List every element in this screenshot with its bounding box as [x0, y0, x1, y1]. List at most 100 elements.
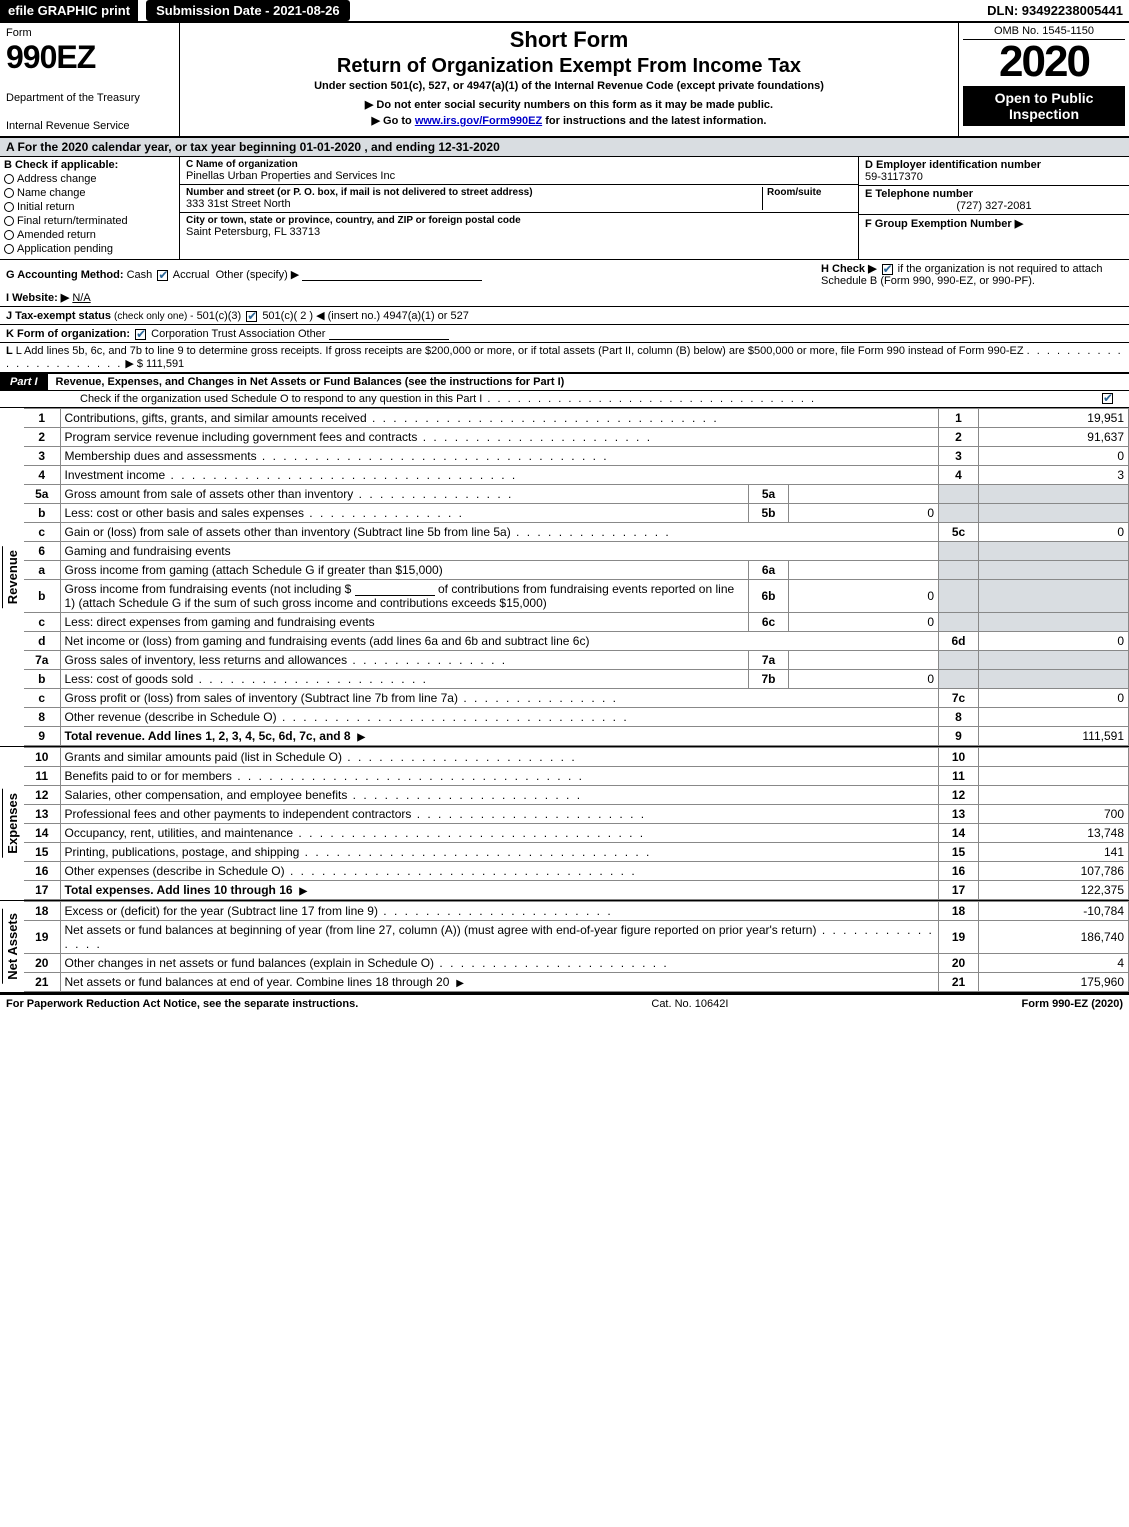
line-i: I Website: ▶ N/A [6, 291, 813, 304]
goto-link[interactable]: www.irs.gov/Form990EZ [415, 115, 542, 127]
k-other-label: Other [298, 328, 326, 340]
city-value: Saint Petersburg, FL 33713 [186, 226, 852, 238]
org-name-label: C Name of organization [186, 159, 852, 170]
line-2: 2 Program service revenue including gove… [24, 428, 1129, 447]
l6b-desc1: Gross income from fundraising events (no… [65, 582, 352, 596]
l5a-desc: Gross amount from sale of assets other t… [65, 487, 514, 501]
dept-irs: Internal Revenue Service [6, 120, 173, 132]
cb-accrual[interactable] [157, 270, 168, 281]
l21-desc: Net assets or fund balances at end of ye… [65, 975, 466, 989]
l15-amount: 141 [979, 843, 1129, 862]
l6c-subval: 0 [789, 613, 939, 632]
k-assoc-label: Association [239, 328, 295, 340]
j-501c3-label: 501(c)(3) [197, 310, 242, 322]
line-a-tax-year: A For the 2020 calendar year, or tax yea… [0, 138, 1129, 157]
g-cash-label: Cash [127, 269, 153, 281]
l14-amount: 13,748 [979, 824, 1129, 843]
line-7b: b Less: cost of goods sold 7b 0 [24, 670, 1129, 689]
cb-name-change[interactable]: Name change [4, 187, 175, 199]
h-label: H Check ▶ [821, 263, 877, 275]
k-other-field[interactable] [329, 327, 449, 340]
line-j: J Tax-exempt status (check only one) - 5… [6, 309, 1123, 322]
l15-desc: Printing, publications, postage, and shi… [65, 845, 652, 859]
l5c-amount: 0 [979, 523, 1129, 542]
page-footer: For Paperwork Reduction Act Notice, see … [0, 993, 1129, 1013]
cb-amended-return[interactable]: Amended return [4, 229, 175, 241]
line-5c: c Gain or (loss) from sale of assets oth… [24, 523, 1129, 542]
l6a-subval [789, 561, 939, 580]
l7a-subval [789, 651, 939, 670]
line-h: H Check ▶ if the organization is not req… [813, 262, 1123, 287]
cb-amended-return-label: Amended return [17, 229, 96, 241]
no-ssn-instruction: ▶ Do not enter social security numbers o… [188, 98, 950, 111]
j-4947-label: 4947(a)(1) or [383, 310, 447, 322]
l-amount: $ 111,591 [137, 358, 184, 370]
return-title: Return of Organization Exempt From Incom… [188, 55, 950, 78]
l6b-contrib-field[interactable] [355, 583, 435, 596]
cb-schedule-b-not-required[interactable] [882, 264, 893, 275]
l12-desc: Salaries, other compensation, and employ… [65, 788, 583, 802]
revenue-side-label: Revenue [2, 546, 22, 608]
line-7c: c Gross profit or (loss) from sales of i… [24, 689, 1129, 708]
dept-treasury: Department of the Treasury [6, 92, 173, 104]
l18-amount: -10,784 [979, 902, 1129, 921]
cb-corporation[interactable] [135, 329, 146, 340]
l5a-subval [789, 485, 939, 504]
cb-final-return-label: Final return/terminated [17, 215, 128, 227]
goto-instruction: ▶ Go to www.irs.gov/Form990EZ for instru… [188, 114, 950, 127]
room-label: Room/suite [767, 187, 852, 198]
line-15: 15 Printing, publications, postage, and … [24, 843, 1129, 862]
l12-amount [979, 786, 1129, 805]
part-1-title: Revenue, Expenses, and Changes in Net As… [48, 376, 565, 388]
line-g: G Accounting Method: Cash Accrual Other … [6, 268, 813, 281]
short-form-title: Short Form [188, 27, 950, 53]
l10-amount [979, 748, 1129, 767]
l6b-subval: 0 [789, 580, 939, 613]
l7c-desc: Gross profit or (loss) from sales of inv… [65, 691, 619, 705]
l1-amount: 19,951 [979, 409, 1129, 428]
line-5b: b Less: cost or other basis and sales ex… [24, 504, 1129, 523]
part-1-check-row: Check if the organization used Schedule … [0, 391, 1129, 408]
cb-final-return[interactable]: Final return/terminated [4, 215, 175, 227]
l9-desc: Total revenue. Add lines 1, 2, 3, 4, 5c,… [65, 729, 368, 743]
meta-section: G Accounting Method: Cash Accrual Other … [0, 260, 1129, 373]
i-label: I Website: ▶ [6, 292, 69, 304]
l13-desc: Professional fees and other payments to … [65, 807, 647, 821]
form-header: Form 990EZ Department of the Treasury In… [0, 23, 1129, 138]
line-5a: 5a Gross amount from sale of assets othe… [24, 485, 1129, 504]
section-b: B Check if applicable: Address change Na… [0, 157, 180, 259]
cb-name-change-label: Name change [17, 187, 86, 199]
cb-application-pending[interactable]: Application pending [4, 243, 175, 255]
l17-amount: 122,375 [979, 881, 1129, 900]
efile-print-label[interactable]: efile GRAPHIC print [0, 0, 138, 21]
org-name-value: Pinellas Urban Properties and Services I… [186, 170, 852, 182]
section-d-e-f: D Employer identification number 59-3117… [859, 157, 1129, 259]
g-other-field[interactable] [302, 268, 482, 281]
l6a-desc: Gross income from gaming (attach Schedul… [60, 561, 749, 580]
l8-desc: Other revenue (describe in Schedule O) [65, 710, 629, 724]
l6c-desc: Less: direct expenses from gaming and fu… [60, 613, 749, 632]
line-11: 11 Benefits paid to or for members 11 [24, 767, 1129, 786]
cb-initial-return[interactable]: Initial return [4, 201, 175, 213]
cb-schedule-o-part1[interactable] [1102, 393, 1113, 404]
line-19: 19 Net assets or fund balances at beginn… [24, 921, 1129, 954]
l7b-desc: Less: cost of goods sold [65, 672, 428, 686]
addr-value: 333 31st Street North [186, 198, 762, 210]
l2-amount: 91,637 [979, 428, 1129, 447]
l-text: L Add lines 5b, 6c, and 7b to line 9 to … [16, 345, 1024, 357]
cb-application-pending-label: Application pending [17, 243, 113, 255]
part-1-check-text: Check if the organization used Schedule … [80, 393, 1102, 405]
cb-address-change[interactable]: Address change [4, 173, 175, 185]
line-6c: c Less: direct expenses from gaming and … [24, 613, 1129, 632]
k-corp-label: Corporation [151, 328, 208, 340]
line-17: 17 Total expenses. Add lines 10 through … [24, 881, 1129, 900]
line-21: 21 Net assets or fund balances at end of… [24, 973, 1129, 992]
line-18: 18 Excess or (deficit) for the year (Sub… [24, 902, 1129, 921]
revenue-section: Revenue 1 Contributions, gifts, grants, … [0, 408, 1129, 747]
expenses-table: 10 Grants and similar amounts paid (list… [24, 747, 1129, 900]
l20-amount: 4 [979, 954, 1129, 973]
cb-501c[interactable] [246, 311, 257, 322]
net-assets-section: Net Assets 18 Excess or (deficit) for th… [0, 901, 1129, 993]
l4-amount: 3 [979, 466, 1129, 485]
line-6b: b Gross income from fundraising events (… [24, 580, 1129, 613]
